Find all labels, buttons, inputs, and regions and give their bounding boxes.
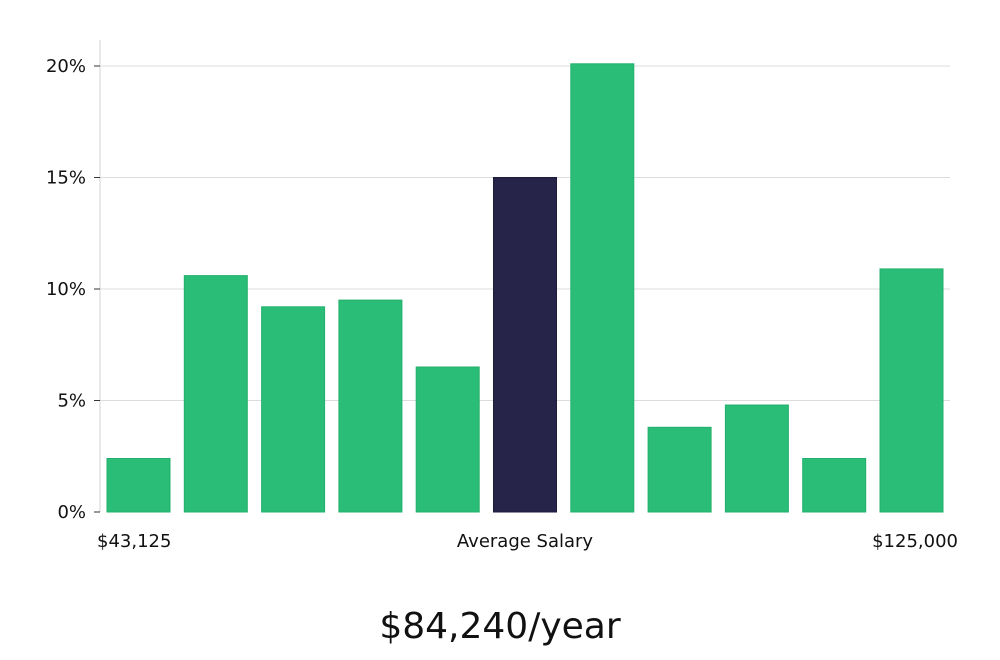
bar — [338, 299, 403, 513]
x-max-label: $125,000 — [872, 531, 958, 552]
y-tick-label: 10% — [46, 279, 86, 300]
bar — [415, 366, 480, 513]
y-tick-label: 5% — [57, 391, 86, 412]
bar — [261, 306, 326, 513]
bar — [724, 404, 789, 513]
bar — [106, 458, 171, 513]
bar — [802, 458, 867, 513]
y-tick-label: 20% — [46, 56, 86, 77]
bar — [183, 275, 248, 513]
bars — [106, 63, 944, 513]
bar — [647, 426, 712, 513]
bar — [570, 63, 635, 513]
salary-histogram: 0% 5% 10% 15% 20% $43,125 Average Salary $12… — [46, 40, 958, 552]
y-axis-ticks: 0% 5% 10% 15% 20% — [46, 56, 100, 523]
bar-highlighted — [493, 177, 557, 513]
x-min-label: $43,125 — [97, 531, 171, 552]
bar — [879, 268, 944, 513]
y-tick-label: 15% — [46, 168, 86, 189]
x-axis-label: Average Salary — [457, 531, 594, 552]
average-salary-value: $84,240/year — [379, 606, 621, 647]
y-tick-label: 0% — [57, 502, 86, 523]
